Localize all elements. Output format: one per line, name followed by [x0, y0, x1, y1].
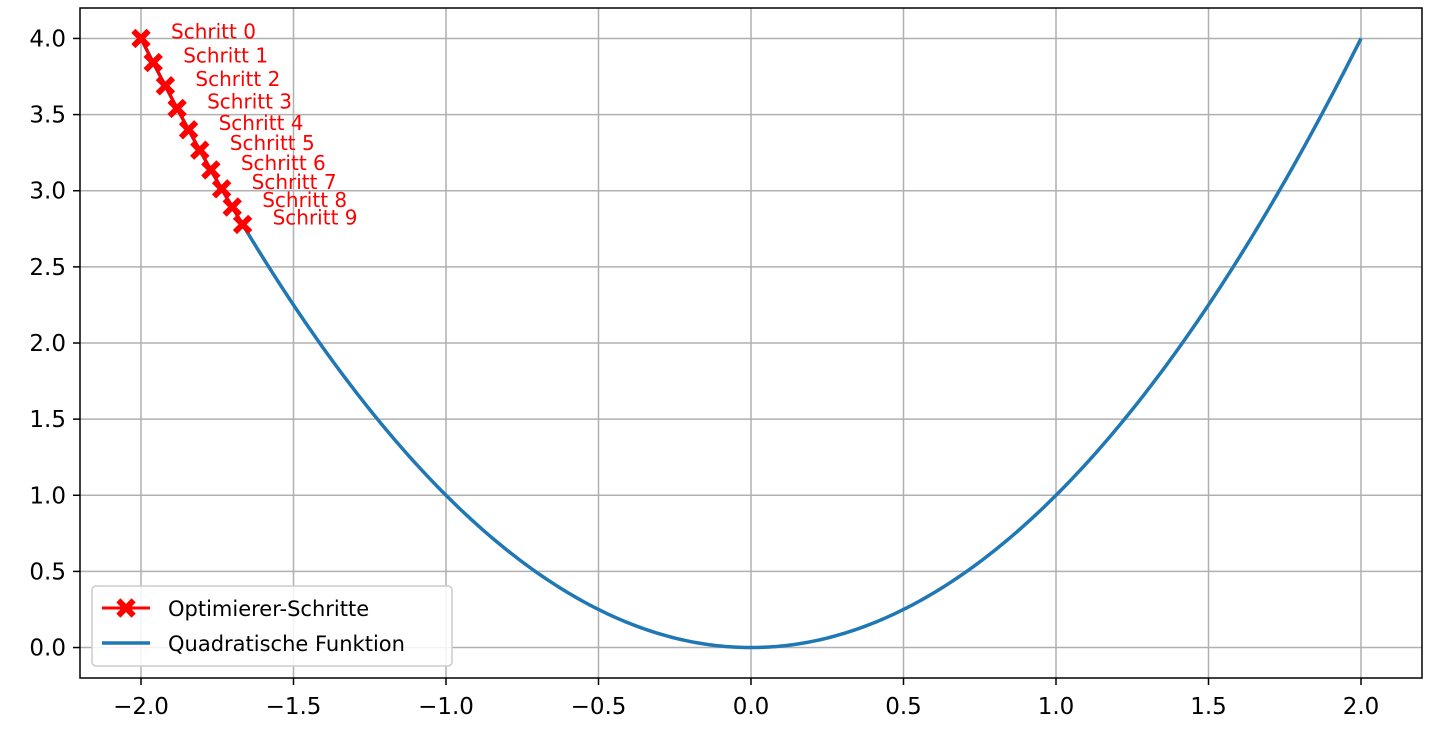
x-tick-label: 0.0 — [733, 694, 770, 720]
legend-marker-steps — [116, 598, 136, 618]
legend-box — [91, 585, 453, 667]
optimizer-step-marker — [222, 197, 242, 217]
optimizer-step-marker — [190, 140, 210, 160]
optimizer-step-marker — [143, 52, 163, 73]
step-label: Schritt 5 — [230, 131, 315, 155]
optimizer-step-marker — [232, 214, 253, 235]
y-tick-label: 1.0 — [29, 483, 66, 509]
step-label: Schritt 8 — [262, 188, 347, 212]
optimizer-step-marker — [211, 179, 232, 199]
step-label: Schritt 4 — [219, 111, 304, 135]
optimizer-steps-layer — [131, 28, 253, 235]
legend-label-steps: Optimierer-Schritte — [168, 597, 369, 621]
y-axis-ticks: 0.0 0.5 1.0 1.5 2.0 2.5 3.0 3.5 4.0 — [29, 26, 80, 662]
optimizer-step-marker — [178, 120, 199, 140]
x-tick-label: 0.5 — [885, 694, 922, 720]
x-axis-ticks: −2.0 −1.5 −1.0 −0.5 0.0 0.5 1.0 1.5 2.0 — [113, 678, 1379, 720]
x-tick-label: −0.5 — [571, 694, 627, 720]
x-tick-label: −1.0 — [418, 694, 474, 720]
y-tick-label: 0.0 — [29, 636, 66, 662]
step-label: Schritt 2 — [195, 67, 280, 91]
step-label: Schritt 9 — [273, 205, 358, 229]
x-tick-label: 2.0 — [1343, 694, 1380, 720]
y-tick-label: 2.0 — [29, 331, 66, 357]
step-label: Schritt 6 — [241, 151, 326, 175]
optimizer-step-marker — [155, 76, 176, 96]
optimizer-step-marker — [201, 160, 221, 180]
y-tick-label: 3.0 — [29, 179, 66, 205]
y-tick-label: 4.0 — [29, 26, 66, 52]
y-tick-label: 3.5 — [29, 103, 66, 129]
legend-label-quadratic: Quadratische Funktion — [168, 632, 405, 656]
y-tick-label: 1.5 — [29, 407, 66, 433]
optimizer-step-marker — [131, 28, 151, 49]
x-tick-label: −1.5 — [266, 694, 322, 720]
quadratic-curve-layer — [139, 37, 1363, 650]
y-tick-label: 2.5 — [29, 255, 66, 281]
legend: Optimierer-Schritte Quadratische Funktion — [91, 585, 453, 667]
quadratic-function-line — [139, 37, 1363, 650]
step-label: Schritt 3 — [207, 89, 292, 113]
grid — [80, 8, 1422, 678]
optimizer-step-marker — [167, 98, 187, 119]
step-label: Schritt 1 — [183, 44, 268, 68]
step-label: Schritt 7 — [252, 170, 337, 194]
x-tick-label: 1.0 — [1038, 694, 1075, 720]
x-tick-label: −2.0 — [113, 694, 169, 720]
step-label: Schritt 0 — [171, 19, 256, 43]
x-tick-label: 1.5 — [1190, 694, 1227, 720]
y-tick-label: 0.5 — [29, 559, 66, 585]
